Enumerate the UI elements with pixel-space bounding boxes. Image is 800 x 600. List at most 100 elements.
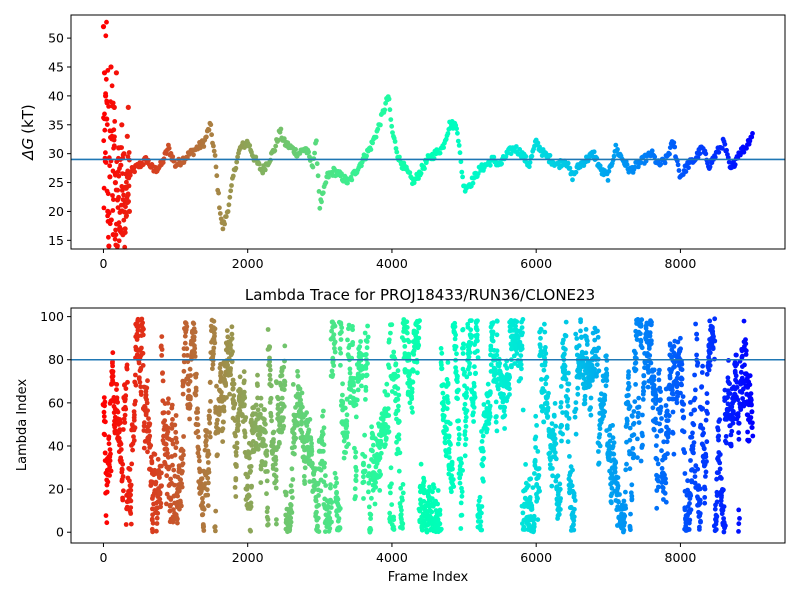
lambda-point bbox=[144, 385, 150, 391]
lambda-point bbox=[206, 451, 212, 457]
lambda-point bbox=[399, 507, 404, 513]
lambda-point bbox=[558, 507, 563, 512]
lambda-point bbox=[714, 514, 720, 519]
lambda-point bbox=[353, 494, 358, 499]
lambda-point bbox=[122, 420, 128, 425]
lambda-point bbox=[206, 416, 212, 422]
lambda-point bbox=[407, 400, 413, 406]
lambda-point bbox=[451, 484, 457, 489]
lambda-point bbox=[159, 483, 165, 489]
lambda-point bbox=[212, 340, 218, 346]
lambda-point bbox=[366, 489, 371, 495]
delta-g-point bbox=[392, 139, 398, 144]
lambda-point bbox=[158, 500, 164, 506]
lambda-point bbox=[377, 468, 382, 474]
lambda-point bbox=[199, 476, 205, 481]
lambda-point bbox=[629, 493, 635, 499]
lambda-point bbox=[290, 477, 296, 482]
lambda-point bbox=[449, 473, 454, 479]
delta-g-point bbox=[459, 169, 465, 175]
lambda-point bbox=[537, 342, 543, 347]
lambda-point bbox=[291, 431, 297, 437]
delta-g-point bbox=[724, 147, 729, 153]
lambda-point bbox=[746, 437, 752, 443]
lambda-point bbox=[378, 438, 384, 444]
delta-g-point bbox=[227, 194, 233, 200]
lambda-point bbox=[220, 426, 226, 432]
delta-g-point bbox=[382, 107, 388, 113]
lambda-point bbox=[396, 403, 401, 409]
lambda-point bbox=[183, 327, 189, 333]
lambda-point bbox=[636, 404, 642, 410]
lambda-point bbox=[627, 404, 633, 409]
lambda-point bbox=[172, 422, 178, 428]
lambda-point bbox=[120, 461, 126, 467]
delta-g-point bbox=[101, 185, 107, 191]
lambda-point bbox=[199, 488, 204, 494]
lambda-point bbox=[532, 457, 538, 463]
lambda-point bbox=[635, 414, 641, 420]
lambda-point bbox=[736, 420, 742, 426]
lambda-point bbox=[262, 417, 267, 422]
delta-g-point bbox=[108, 64, 114, 70]
lambda-point bbox=[447, 421, 453, 427]
lambda-point bbox=[542, 321, 547, 327]
lambda-point bbox=[629, 482, 635, 488]
lambda-point bbox=[468, 335, 474, 340]
lambda-point bbox=[213, 508, 219, 514]
lambda-point bbox=[535, 449, 541, 454]
lambda-point bbox=[179, 484, 185, 490]
lambda-point bbox=[467, 371, 473, 377]
delta-g-point bbox=[526, 164, 532, 170]
lambda-point bbox=[368, 516, 373, 521]
lambda-point bbox=[743, 348, 749, 354]
lambda-point bbox=[243, 415, 249, 420]
lambda-point bbox=[440, 390, 446, 396]
delta-g-point bbox=[375, 126, 381, 132]
delta-g-point bbox=[675, 162, 681, 168]
delta-g-point bbox=[632, 164, 638, 170]
lambda-point bbox=[693, 321, 698, 327]
lambda-point bbox=[736, 436, 742, 442]
lambda-point bbox=[623, 467, 629, 473]
delta-g-point bbox=[683, 169, 689, 175]
lambda-point bbox=[607, 432, 612, 438]
lambda-point bbox=[702, 495, 708, 500]
lambda-point bbox=[345, 337, 350, 343]
lambda-point bbox=[115, 399, 120, 405]
lambda-point bbox=[688, 493, 694, 499]
lambda-point bbox=[207, 408, 213, 414]
lambda-point bbox=[192, 346, 198, 351]
lambda-point bbox=[355, 387, 361, 393]
lambda-point bbox=[658, 404, 664, 410]
lambda-point bbox=[264, 491, 269, 497]
lambda-point bbox=[228, 342, 234, 348]
lambda-point bbox=[493, 399, 499, 405]
delta-g-point bbox=[126, 175, 132, 181]
delta-g-point bbox=[125, 104, 131, 110]
delta-g-point bbox=[106, 234, 111, 240]
lambda-point bbox=[692, 480, 698, 486]
lambda-point bbox=[704, 459, 709, 464]
delta-g-point bbox=[597, 163, 603, 169]
lambda-point bbox=[131, 434, 136, 440]
lambda-point bbox=[630, 446, 636, 451]
lambda-point bbox=[337, 346, 343, 352]
lambda-point bbox=[582, 401, 588, 406]
delta-g-point bbox=[475, 171, 481, 177]
delta-g-point bbox=[615, 147, 620, 152]
lambda-point bbox=[289, 466, 295, 472]
lambda-point bbox=[555, 516, 560, 521]
lambda-point bbox=[162, 418, 168, 423]
lambda-point bbox=[128, 482, 134, 488]
lambda-point bbox=[496, 362, 502, 368]
lambda-point bbox=[529, 506, 535, 512]
lambda-point bbox=[710, 329, 716, 334]
lambda-point bbox=[712, 506, 718, 512]
lambda-point bbox=[267, 367, 273, 373]
lambda-point bbox=[484, 426, 490, 432]
lambda-point bbox=[332, 346, 337, 351]
lambda-point bbox=[148, 443, 154, 448]
delta-g-point bbox=[114, 197, 121, 203]
lambda-point bbox=[488, 343, 494, 349]
